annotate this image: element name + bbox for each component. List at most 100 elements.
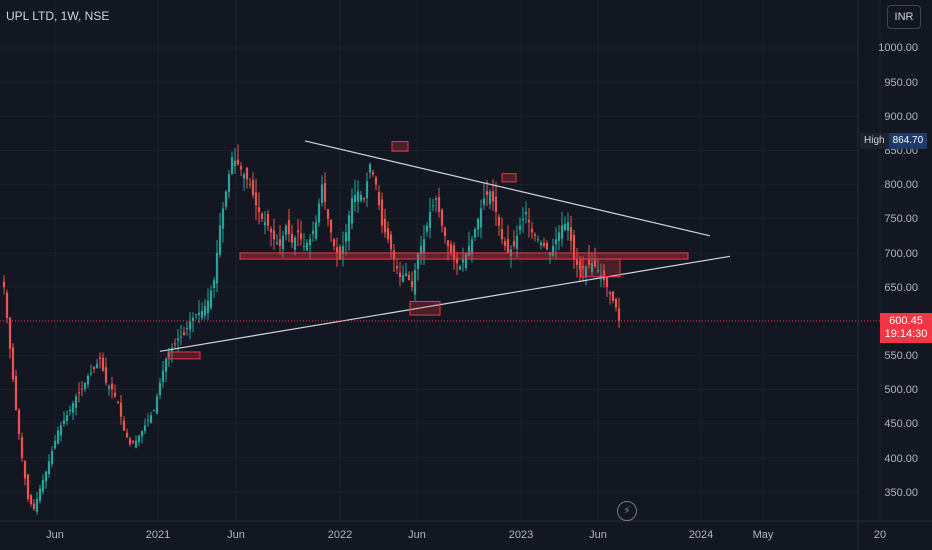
- candle-body: [413, 270, 417, 295]
- candle-body: [197, 312, 201, 315]
- price-tick: 700.00: [884, 248, 918, 260]
- candle-body: [203, 305, 207, 316]
- candle-body: [89, 372, 93, 374]
- candle-body: [122, 420, 126, 431]
- candle-body: [605, 277, 609, 288]
- candle-body: [50, 451, 54, 464]
- candle-body: [344, 232, 348, 242]
- candle-body: [155, 396, 159, 414]
- candle-body: [266, 213, 270, 226]
- candle-body: [437, 196, 441, 212]
- candle-body: [551, 246, 555, 256]
- candle-body: [287, 219, 291, 235]
- candle-body: [83, 382, 87, 389]
- candle-body: [458, 266, 462, 270]
- lower-trendline: [159, 255, 731, 352]
- candle-body: [578, 261, 582, 270]
- candle-body: [251, 180, 255, 195]
- candle-body: [116, 401, 120, 404]
- candle-body: [29, 495, 33, 504]
- candle-body: [491, 191, 495, 202]
- candle-body: [92, 366, 96, 370]
- price-tick: 450.00: [884, 418, 918, 430]
- candle-body: [518, 225, 522, 231]
- upper-trendline: [304, 140, 711, 237]
- candle-body: [557, 232, 561, 241]
- candle-body: [305, 242, 309, 251]
- candle-body: [218, 225, 222, 255]
- candle-body: [59, 425, 63, 436]
- price-tick: 500.00: [884, 384, 918, 396]
- high-value: 864.70: [888, 133, 928, 149]
- candle-body: [368, 164, 372, 173]
- candle-body: [341, 246, 345, 254]
- candle-body: [446, 240, 450, 247]
- candle-body: [185, 328, 189, 330]
- currency-button[interactable]: INR: [887, 5, 921, 29]
- candle-body: [362, 198, 366, 200]
- candle-body: [497, 216, 501, 226]
- candle-body: [587, 258, 591, 265]
- candle-body: [404, 273, 408, 276]
- candle-body: [275, 242, 279, 244]
- candle-body: [200, 310, 204, 318]
- last-price-label: 600.45 19:14:30: [880, 313, 932, 343]
- candle-body: [467, 246, 471, 257]
- candle-body: [335, 247, 339, 253]
- highlight-box: [580, 258, 621, 278]
- candle-body: [161, 370, 165, 383]
- candle-body: [215, 252, 219, 284]
- candle-body: [95, 363, 99, 368]
- candle-body: [158, 382, 162, 396]
- candle-body: [119, 402, 123, 417]
- candle-body: [581, 266, 585, 269]
- candle-body: [23, 460, 27, 479]
- bar-countdown: 19:14:30: [884, 328, 928, 340]
- candle-body: [254, 192, 258, 206]
- time-tick: Jun: [46, 529, 64, 541]
- candle-body: [599, 275, 603, 277]
- candle-body: [20, 437, 24, 458]
- price-tick: 950.00: [884, 77, 918, 89]
- candle-body: [152, 410, 156, 412]
- candle-body: [374, 177, 378, 185]
- candle-body: [194, 314, 198, 316]
- candle-body: [539, 242, 543, 246]
- candle-body: [260, 213, 264, 219]
- candle-body: [431, 205, 435, 207]
- candle-body: [56, 430, 60, 444]
- candle-body: [110, 383, 114, 390]
- candle-body: [488, 191, 492, 205]
- candle-body: [611, 291, 615, 301]
- candle-body: [143, 425, 147, 432]
- candle-body: [2, 281, 6, 288]
- candle-body: [326, 208, 330, 219]
- candle-body: [245, 167, 249, 180]
- candle-body: [506, 239, 510, 253]
- candle-body: [44, 471, 48, 482]
- candle-body: [593, 260, 597, 267]
- candle-body: [68, 410, 72, 412]
- candle-body: [293, 237, 297, 250]
- highlight-box: [501, 173, 517, 183]
- candle-body: [98, 357, 102, 359]
- candle-body: [545, 242, 549, 250]
- lightning-icon[interactable]: ⚡︎: [617, 501, 637, 521]
- candle-body: [542, 242, 546, 247]
- candle-body: [149, 415, 153, 423]
- candle-body: [527, 220, 531, 223]
- candle-body: [470, 239, 474, 255]
- candle-body: [422, 239, 426, 254]
- candle-body: [521, 218, 525, 221]
- candle-body: [482, 198, 486, 205]
- candle-body: [590, 263, 594, 273]
- candle-body: [572, 234, 576, 260]
- candle-body: [179, 336, 183, 338]
- candle-body: [530, 228, 534, 233]
- candle-body: [317, 203, 321, 223]
- candle-body: [8, 317, 12, 349]
- candle-body: [533, 234, 537, 236]
- time-tick: 20: [873, 529, 887, 541]
- candle-body: [5, 292, 9, 318]
